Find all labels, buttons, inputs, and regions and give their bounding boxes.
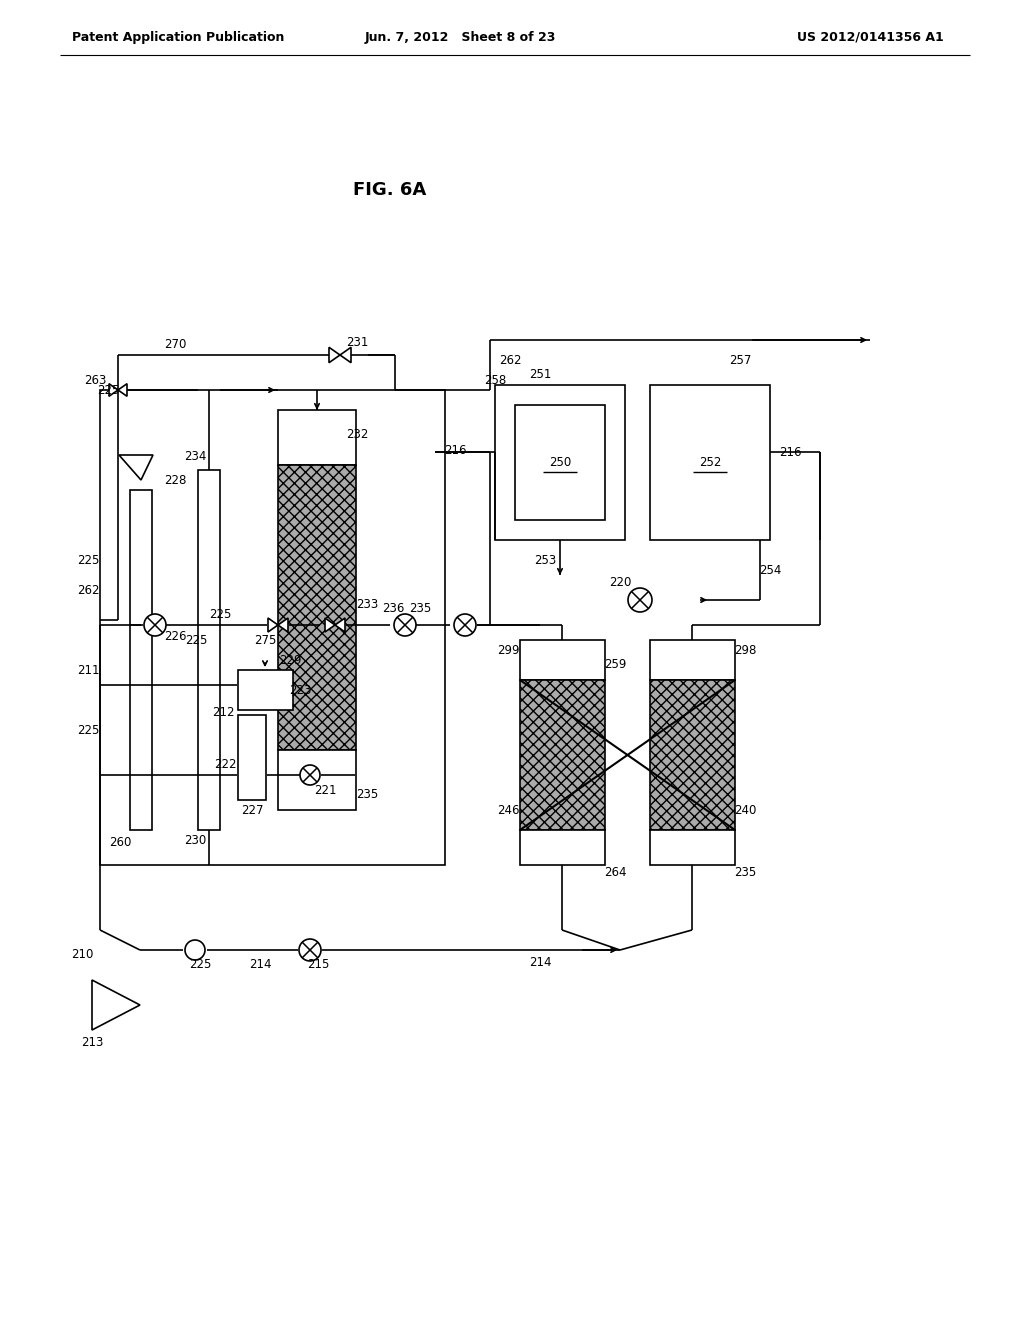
Text: 228: 228: [164, 474, 186, 487]
Text: 240: 240: [734, 804, 756, 817]
Text: 235: 235: [734, 866, 756, 879]
Text: Jun. 7, 2012   Sheet 8 of 23: Jun. 7, 2012 Sheet 8 of 23: [365, 30, 556, 44]
Bar: [198, 470, 220, 830]
Bar: [515, 405, 605, 520]
Text: 211: 211: [77, 664, 99, 676]
Circle shape: [300, 766, 319, 785]
Text: 235: 235: [356, 788, 378, 801]
Text: US 2012/0141356 A1: US 2012/0141356 A1: [797, 30, 943, 44]
Circle shape: [185, 940, 205, 960]
Text: 216: 216: [778, 446, 801, 458]
Text: 252: 252: [698, 455, 721, 469]
Text: 260: 260: [109, 836, 131, 849]
Text: 214: 214: [249, 958, 271, 972]
Text: 215: 215: [307, 958, 329, 972]
Bar: [278, 411, 356, 465]
Text: 234: 234: [184, 450, 206, 463]
Text: 299: 299: [497, 644, 519, 656]
Text: 232: 232: [346, 429, 369, 441]
Bar: [650, 640, 735, 680]
Text: 213: 213: [81, 1035, 103, 1048]
Text: 263: 263: [84, 374, 106, 387]
Text: 214: 214: [528, 956, 551, 969]
Text: 229: 229: [279, 653, 301, 667]
Polygon shape: [92, 979, 140, 1030]
Bar: [520, 640, 605, 680]
Circle shape: [454, 614, 476, 636]
Bar: [650, 385, 770, 540]
Text: 225: 225: [97, 384, 119, 396]
Text: 264: 264: [604, 866, 627, 879]
Polygon shape: [340, 347, 351, 363]
Polygon shape: [109, 384, 118, 396]
Text: 220: 220: [609, 577, 631, 590]
Text: 210: 210: [71, 949, 93, 961]
Polygon shape: [329, 347, 340, 363]
Text: 225: 225: [185, 634, 208, 647]
Bar: [278, 750, 356, 810]
Polygon shape: [119, 455, 153, 480]
Text: 225: 225: [188, 957, 211, 970]
Text: 212: 212: [212, 705, 234, 718]
Bar: [278, 465, 356, 750]
Bar: [495, 385, 625, 540]
Text: 298: 298: [734, 644, 756, 656]
Circle shape: [299, 939, 321, 961]
Text: 259: 259: [604, 659, 627, 672]
Bar: [238, 715, 266, 800]
Text: 225: 225: [77, 553, 99, 566]
Bar: [238, 671, 293, 710]
Text: 258: 258: [484, 374, 506, 387]
Text: 235: 235: [409, 602, 431, 615]
Text: 223: 223: [289, 684, 311, 697]
Text: 250: 250: [549, 455, 571, 469]
Text: 230: 230: [184, 833, 206, 846]
Bar: [650, 680, 735, 830]
Text: 251: 251: [528, 368, 551, 381]
Text: 262: 262: [77, 583, 99, 597]
Text: 253: 253: [534, 553, 556, 566]
Bar: [520, 830, 605, 865]
Polygon shape: [278, 618, 288, 632]
Text: 246: 246: [497, 804, 519, 817]
Bar: [100, 389, 445, 865]
Text: 216: 216: [443, 444, 466, 457]
Text: 254: 254: [759, 564, 781, 577]
Text: 222: 222: [214, 759, 237, 771]
Text: 227: 227: [241, 804, 263, 817]
Polygon shape: [325, 618, 335, 632]
Polygon shape: [118, 384, 127, 396]
Circle shape: [394, 614, 416, 636]
Text: 262: 262: [499, 354, 521, 367]
Bar: [130, 490, 152, 830]
Text: 226: 226: [164, 631, 186, 644]
Polygon shape: [335, 618, 345, 632]
Text: 231: 231: [346, 335, 369, 348]
Text: 233: 233: [356, 598, 378, 611]
Text: 275: 275: [254, 634, 276, 647]
Circle shape: [628, 587, 652, 612]
Text: FIG. 6A: FIG. 6A: [353, 181, 427, 199]
Bar: [650, 830, 735, 865]
Text: 270: 270: [164, 338, 186, 351]
Bar: [520, 680, 605, 830]
Text: 225: 225: [77, 723, 99, 737]
Text: 236: 236: [382, 602, 404, 615]
Text: Patent Application Publication: Patent Application Publication: [72, 30, 285, 44]
Text: 221: 221: [313, 784, 336, 796]
Polygon shape: [268, 618, 278, 632]
Circle shape: [144, 614, 166, 636]
Text: 225: 225: [209, 609, 231, 622]
Text: 257: 257: [729, 354, 752, 367]
